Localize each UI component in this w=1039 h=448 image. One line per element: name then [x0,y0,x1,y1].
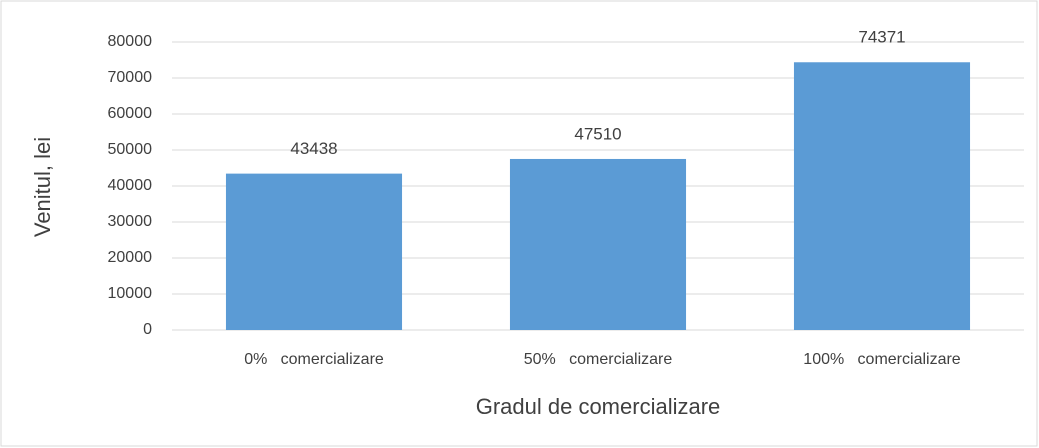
y-tick-label: 30000 [108,213,153,230]
data-label: 74371 [858,28,905,47]
y-tick-label: 80000 [108,33,153,50]
y-tick-label: 60000 [108,105,153,122]
bar [509,158,687,330]
y-tick-label: 70000 [108,69,153,86]
y-tick-label: 50000 [108,141,153,158]
bar [225,173,403,330]
y-tick-label: 10000 [108,285,153,302]
x-tick-label: 0% comercializare [244,351,384,368]
data-label: 47510 [574,124,621,143]
y-axis-label: Venitul, lei [30,137,55,237]
x-tick-label: 100% comercializare [803,351,961,368]
bar [793,62,971,330]
y-tick-label: 20000 [108,249,153,266]
x-axis-label: Gradul de comercializare [476,394,721,419]
y-tick-label: 40000 [108,177,153,194]
data-label: 43438 [290,139,337,158]
x-tick-label: 50% comercializare [524,351,673,368]
y-tick-label: 0 [143,321,152,338]
